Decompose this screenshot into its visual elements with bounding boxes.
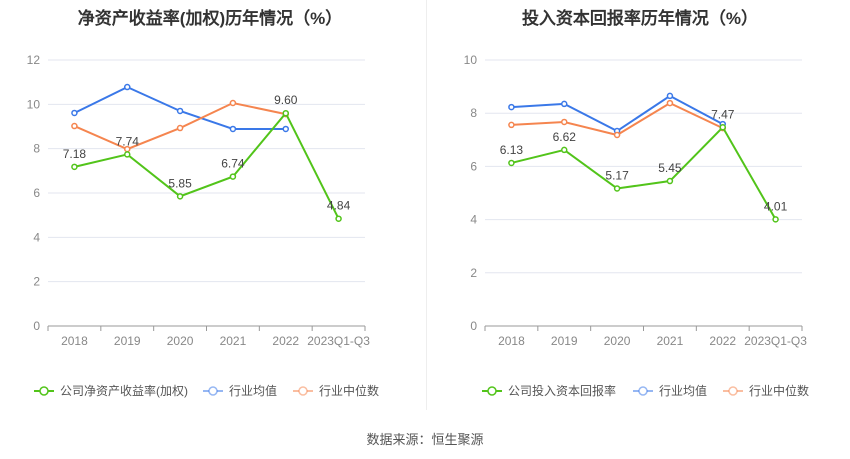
y-tick-label: 2	[33, 275, 40, 289]
data-point	[613, 185, 621, 192]
data-label: 6.74	[221, 157, 245, 171]
x-tick-label: 2018	[498, 334, 525, 348]
data-point	[71, 122, 78, 130]
x-tick-label: 2018	[61, 334, 88, 348]
data-point	[508, 121, 515, 129]
legend-item-1[interactable]: 行业均值	[633, 383, 707, 398]
x-tick-label: 2021	[657, 334, 684, 348]
series-line-0	[74, 111, 340, 220]
legend-label: 公司净资产收益率(加权)	[60, 383, 188, 398]
legend-marker-icon	[208, 386, 218, 396]
data-point	[229, 173, 237, 180]
y-tick-label: 6	[470, 159, 477, 173]
y-tick-label: 10	[464, 53, 478, 67]
data-label: 5.85	[168, 176, 192, 190]
chart-1: 0 2 4 6 8 10 2018 2019 2020 2021 2022 2023Q1-Q3 6.13…	[464, 53, 809, 398]
data-point	[124, 151, 131, 158]
chart-title-roe: 净资产收益率(加权)历年情况（%）	[77, 9, 343, 28]
chart-0: 0 2 4 6 8 10 12 2018 2019 2020 2021 2022 2023Q1-Q3 7.…	[27, 53, 379, 398]
legend-marker-icon	[487, 386, 497, 396]
y-tick-label: 6	[33, 186, 40, 200]
data-point	[772, 216, 779, 223]
legend-item-0[interactable]: 公司净资产收益率(加权)	[34, 383, 188, 398]
data-point	[666, 177, 674, 185]
data-label: 7.47	[711, 107, 735, 121]
data-point	[282, 125, 289, 133]
data-point	[335, 215, 342, 222]
data-point	[508, 159, 515, 167]
data-label: 6.62	[553, 130, 577, 144]
data-point	[508, 103, 515, 111]
data-point	[719, 124, 726, 131]
data-point	[176, 124, 184, 132]
data-label: 5.45	[658, 161, 682, 175]
y-tick-label: 0	[470, 319, 477, 333]
data-point	[229, 125, 237, 133]
data-point	[229, 99, 237, 107]
legend-marker-icon	[638, 386, 648, 396]
x-tick-label: 2019	[551, 334, 578, 348]
data-source: 数据来源：恒生聚源	[366, 432, 484, 447]
y-tick-label: 8	[33, 142, 40, 156]
legend-item-0[interactable]: 公司投入资本回报率	[482, 383, 616, 398]
legend-label: 行业均值	[229, 383, 277, 398]
legend-label: 行业均值	[659, 383, 707, 398]
legend-marker-icon	[39, 386, 49, 396]
x-tick-label: 2023Q1-Q3	[744, 334, 807, 348]
data-point	[561, 118, 568, 126]
x-tick-label: 2022	[272, 334, 299, 348]
data-label: 7.18	[63, 147, 87, 161]
divider	[426, 0, 427, 410]
y-tick-label: 0	[33, 319, 40, 333]
series-line-0	[511, 125, 777, 220]
chart-title-roic: 投入资本回报率历年情况（%）	[521, 9, 759, 28]
x-tick-label: 2020	[604, 334, 631, 348]
x-tick-label: 2023Q1-Q3	[307, 334, 370, 348]
data-point	[282, 109, 289, 117]
y-tick-label: 8	[470, 106, 477, 120]
data-point	[613, 131, 621, 139]
x-tick-label: 2019	[114, 334, 141, 348]
data-point	[561, 100, 568, 108]
y-tick-label: 2	[470, 266, 477, 280]
data-point	[176, 193, 184, 200]
x-tick-label: 2021	[220, 334, 247, 348]
data-label: 9.60	[274, 93, 298, 107]
data-label: 7.74	[116, 134, 140, 148]
legend-item-2[interactable]: 行业中位数	[293, 383, 379, 398]
data-point	[71, 109, 78, 117]
data-point	[561, 146, 568, 154]
data-point	[124, 83, 131, 91]
data-point	[666, 92, 674, 100]
legend-item-1[interactable]: 行业均值	[203, 383, 277, 398]
legend-label: 公司投入资本回报率	[508, 383, 616, 398]
legend-marker-icon	[298, 386, 308, 396]
data-point	[666, 99, 674, 107]
data-label: 5.17	[605, 168, 629, 182]
y-tick-label: 12	[27, 53, 41, 67]
x-tick-label: 2020	[167, 334, 194, 348]
legend-marker-icon	[728, 386, 738, 396]
data-point	[176, 107, 184, 115]
legend-item-2[interactable]: 行业中位数	[723, 383, 809, 398]
y-tick-label: 4	[33, 230, 40, 244]
data-point	[71, 163, 78, 171]
x-tick-label: 2022	[709, 334, 736, 348]
data-label: 6.13	[500, 143, 524, 157]
y-tick-label: 10	[27, 97, 41, 111]
legend-label: 行业中位数	[319, 383, 379, 398]
y-tick-label: 4	[470, 213, 477, 227]
data-label: 4.84	[327, 199, 351, 213]
data-label: 4.01	[764, 199, 788, 213]
legend-label: 行业中位数	[749, 383, 809, 398]
